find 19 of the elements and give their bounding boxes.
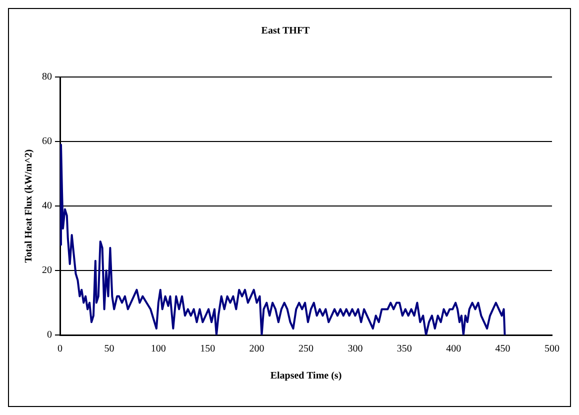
y-axis-title: Total Heat Flux (kW/m^2) [24, 149, 35, 263]
x-tick-label: 100 [150, 344, 166, 355]
x-tick-label: 250 [298, 344, 314, 355]
x-tick-label: 500 [544, 344, 560, 355]
x-tick-label: 450 [495, 344, 510, 355]
x-tick-label: 50 [104, 344, 114, 355]
x-tick-label: 400 [446, 344, 462, 355]
y-tick-label: 0 [47, 330, 52, 341]
x-tick-label: 0 [58, 344, 62, 355]
y-tick-label: 20 [42, 265, 52, 276]
x-axis-title: Elapsed Time (s) [270, 370, 342, 382]
x-tick-label: 200 [249, 344, 264, 355]
x-tick-label: 150 [200, 344, 216, 355]
x-tick-label: 350 [396, 344, 412, 355]
y-tick-label: 40 [42, 200, 52, 212]
x-tick-label: 300 [348, 344, 363, 355]
y-tick-label: 60 [42, 136, 52, 148]
chart-title: East THFT [261, 26, 310, 37]
y-tick-label: 80 [42, 72, 52, 83]
